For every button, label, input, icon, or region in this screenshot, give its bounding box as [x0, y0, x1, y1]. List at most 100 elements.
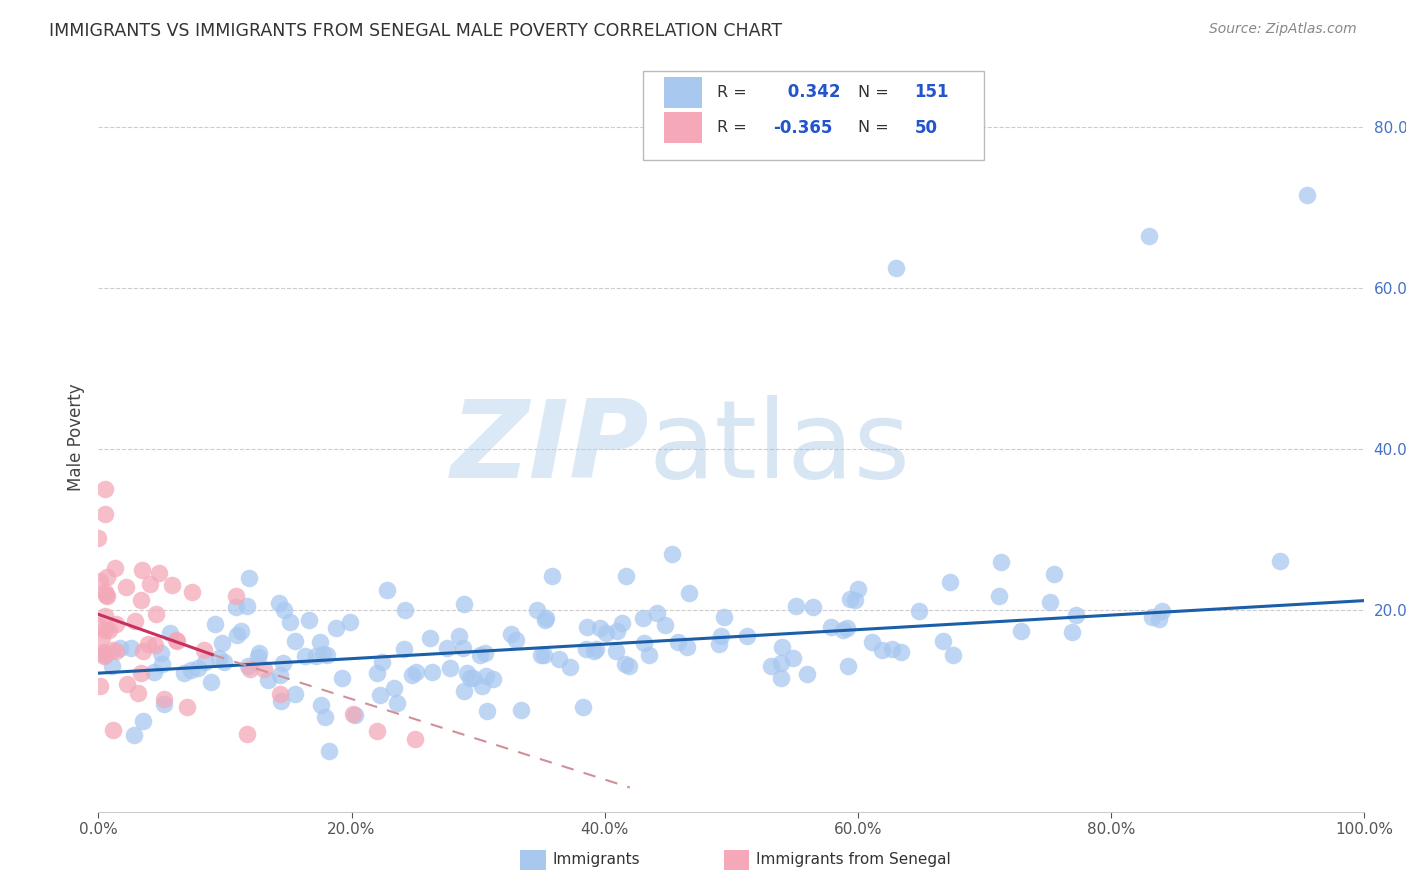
- Point: [269, 687, 291, 701]
- Point: [366, 724, 388, 739]
- Point: [419, 632, 441, 646]
- Point: [150, 657, 173, 672]
- Point: [96, 570, 118, 584]
- Point: [105, 644, 128, 658]
- Point: [654, 618, 676, 632]
- Point: [471, 679, 494, 693]
- Point: [846, 582, 869, 596]
- Point: [132, 714, 155, 728]
- Point: [820, 620, 842, 634]
- Point: [270, 693, 292, 707]
- Point: [1296, 188, 1319, 202]
- Point: [666, 635, 689, 649]
- Text: Source: ZipAtlas.com: Source: ZipAtlas.com: [1209, 22, 1357, 37]
- Point: [832, 623, 855, 637]
- Point: [148, 566, 170, 580]
- Point: [325, 621, 347, 635]
- Point: [844, 592, 866, 607]
- Point: [534, 613, 557, 627]
- Point: [633, 611, 655, 625]
- Bar: [664, 112, 702, 144]
- Point: [451, 641, 474, 656]
- Point: [533, 648, 555, 662]
- Point: [470, 648, 492, 663]
- Point: [988, 589, 1011, 603]
- Point: [239, 662, 262, 676]
- Point: [612, 616, 634, 631]
- Point: [605, 643, 627, 657]
- Point: [269, 667, 291, 681]
- Point: [801, 599, 824, 614]
- Point: [94, 585, 117, 599]
- Point: [1043, 567, 1066, 582]
- Point: [576, 620, 599, 634]
- Point: [247, 646, 270, 660]
- Point: [90, 630, 112, 644]
- Point: [93, 648, 115, 663]
- Point: [166, 633, 188, 648]
- Point: [475, 669, 498, 683]
- Point: [93, 483, 117, 497]
- Point: [246, 650, 269, 665]
- Point: [942, 648, 965, 662]
- Point: [267, 596, 290, 610]
- Point: [143, 665, 166, 680]
- Text: ZIP: ZIP: [450, 395, 648, 501]
- Point: [461, 671, 484, 685]
- Point: [115, 677, 138, 691]
- Point: [105, 617, 128, 632]
- Point: [1060, 625, 1083, 640]
- Point: [236, 599, 259, 613]
- Point: [207, 651, 229, 665]
- Point: [884, 260, 907, 275]
- Text: 151: 151: [914, 84, 949, 102]
- Point: [94, 623, 117, 637]
- Point: [181, 585, 204, 599]
- Point: [613, 657, 636, 671]
- Point: [366, 665, 388, 680]
- Point: [165, 632, 187, 647]
- Point: [382, 681, 405, 695]
- Point: [145, 607, 167, 622]
- Point: [588, 621, 610, 635]
- Point: [193, 643, 215, 657]
- Point: [131, 592, 153, 607]
- Point: [770, 640, 793, 655]
- Point: [104, 561, 127, 575]
- Point: [89, 680, 111, 694]
- Point: [436, 641, 458, 656]
- Point: [647, 606, 669, 620]
- Point: [194, 655, 217, 669]
- Point: [96, 588, 118, 602]
- Point: [370, 688, 392, 702]
- Point: [115, 581, 138, 595]
- Point: [153, 692, 176, 706]
- Point: [231, 624, 253, 639]
- Point: [661, 548, 683, 562]
- Point: [284, 634, 307, 648]
- Point: [439, 660, 461, 674]
- Point: [127, 686, 149, 700]
- Point: [572, 699, 595, 714]
- Point: [131, 563, 153, 577]
- Point: [294, 648, 316, 663]
- Text: Immigrants: Immigrants: [553, 853, 640, 867]
- Point: [278, 615, 301, 629]
- Point: [614, 569, 637, 583]
- Point: [93, 507, 117, 521]
- Point: [619, 658, 641, 673]
- Point: [159, 626, 181, 640]
- Point: [475, 704, 498, 718]
- Point: [839, 592, 862, 607]
- Point: [633, 636, 655, 650]
- Point: [637, 648, 659, 663]
- Point: [211, 635, 233, 649]
- Point: [1270, 554, 1292, 568]
- Text: N =: N =: [858, 85, 894, 100]
- Point: [582, 644, 605, 658]
- Point: [96, 589, 118, 603]
- Point: [1150, 604, 1173, 618]
- Point: [761, 659, 783, 673]
- Point: [90, 646, 112, 660]
- Text: R =: R =: [717, 120, 752, 135]
